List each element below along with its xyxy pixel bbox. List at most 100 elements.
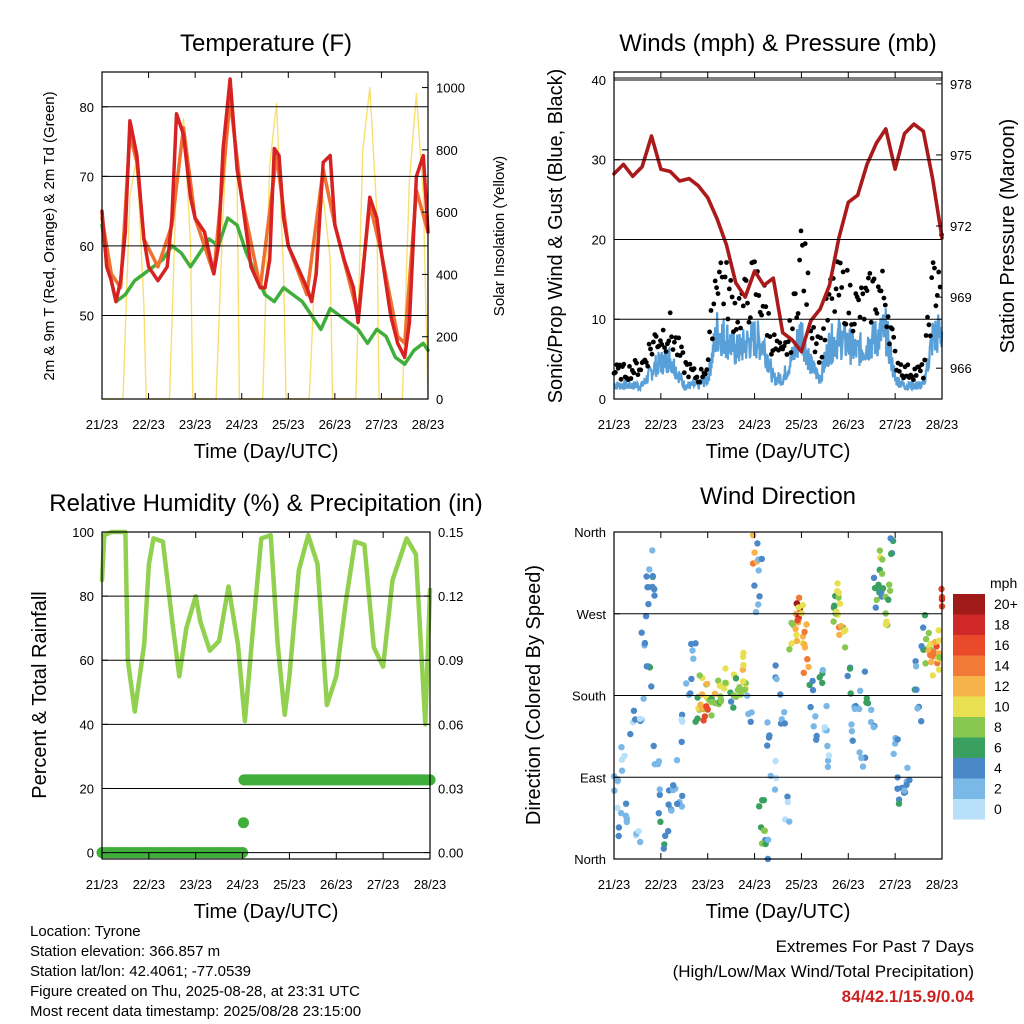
right-y-tick-label: 0	[436, 392, 443, 407]
right-y-tick-label: 978	[950, 77, 972, 92]
x-tick-label: 23/23	[179, 417, 212, 432]
gust-point	[833, 286, 839, 292]
temperature-plot-area	[100, 77, 430, 400]
gust-point	[697, 379, 703, 385]
x-tick-label: 28/23	[414, 877, 447, 892]
wind-direction-point	[935, 666, 943, 673]
wind-direction-point	[930, 649, 937, 656]
gust-point	[801, 288, 807, 294]
gust-point	[881, 295, 887, 301]
x-tick-label: 22/23	[132, 417, 165, 432]
gust-point	[850, 328, 856, 334]
gust-point	[878, 288, 884, 294]
x-tick-label: 24/23	[226, 877, 259, 892]
wind-direction-point	[751, 582, 758, 589]
right-y-tick-label: 0.03	[438, 781, 463, 796]
wind-direction-point	[643, 663, 650, 670]
wind-direction-point	[784, 798, 791, 806]
wind-direction-point	[788, 640, 795, 647]
gust-point	[704, 367, 710, 373]
wind-direction-point	[649, 572, 656, 580]
gust-point	[698, 366, 704, 372]
wind-direction-point	[885, 596, 892, 603]
extremes-values: 84/42.1/15.9/0.04	[841, 987, 974, 1006]
gust-point	[930, 260, 936, 266]
gust-point	[711, 301, 717, 307]
wind-direction-point	[935, 627, 942, 634]
gust-point	[653, 334, 659, 339]
legend-swatch	[953, 696, 985, 717]
right-y-tick-label: 969	[950, 290, 972, 305]
wind-direction-point	[689, 647, 696, 654]
wind-direction-point	[801, 641, 808, 648]
extremes-title: Extremes For Past 7 Days	[775, 937, 974, 956]
right-y-tick-label: 0.06	[438, 717, 463, 732]
pressure-line	[612, 122, 944, 354]
right-y-tick-label: 0.00	[438, 846, 463, 861]
wind-direction-point	[821, 724, 828, 731]
wind-direction-point	[771, 786, 779, 793]
wind-direction-point	[644, 584, 651, 591]
y-tick-label: 60	[80, 239, 94, 254]
wind-direction-point	[875, 581, 882, 588]
gust-point	[745, 300, 750, 306]
wind-direction-point	[920, 624, 927, 631]
gust-point	[735, 319, 741, 325]
wind-direction-point	[793, 631, 800, 639]
gust-point	[934, 293, 940, 298]
y-tick-label: East	[580, 770, 606, 785]
wind-direction-point	[740, 661, 747, 669]
wind-direction-point	[886, 581, 893, 588]
wind-direction-point	[836, 631, 843, 638]
wind-direction-point	[781, 709, 788, 716]
legend-label: 4	[994, 760, 1002, 776]
x-tick-label: 28/23	[412, 417, 445, 432]
wind-direction-point	[665, 827, 672, 835]
gust-point	[920, 375, 926, 381]
gust-point	[669, 334, 674, 340]
gust-point	[769, 351, 774, 357]
wind-direction-point	[688, 675, 695, 683]
created-text: Figure created on Thu, 2025-08-28, at 23…	[30, 983, 360, 1000]
wind-direction-point	[732, 675, 740, 682]
wind-direction-point	[781, 720, 788, 727]
wind-direction-point	[887, 550, 895, 558]
humidity-x-ticks: 21/23 22/23 23/23 24/23 25/23 26/23 27/23 28/23	[86, 532, 447, 892]
gust-point	[926, 322, 932, 328]
humidity-panel: Relative Humidity (%) & Precipitation (i…	[29, 490, 483, 923]
gust-point	[923, 333, 929, 338]
wind-direction-point	[872, 604, 879, 611]
wind-direction-point	[749, 532, 757, 539]
wind-direction-point	[755, 567, 762, 574]
gust-point	[627, 364, 632, 369]
wind-direction-point	[819, 666, 826, 674]
wind-direction-point	[849, 737, 856, 744]
x-tick-label: 22/23	[133, 877, 166, 892]
winds-y-label: Sonic/Prop Wind & Gust (Blue, Black)	[545, 69, 567, 404]
x-tick-label: 27/23	[879, 877, 912, 892]
wind-direction-point	[646, 566, 653, 573]
gust-point	[816, 360, 822, 365]
gust-point	[797, 257, 802, 263]
gust-point	[868, 319, 874, 325]
gust-point	[715, 291, 721, 296]
gust-point	[884, 324, 890, 330]
y-tick-label: North	[574, 525, 606, 540]
y-tick-label: 10	[592, 312, 606, 327]
gust-point	[911, 377, 916, 383]
x-tick-label: 25/23	[272, 417, 305, 432]
wind-direction-point	[683, 680, 690, 687]
gust-point	[804, 302, 809, 307]
gust-point	[814, 341, 819, 347]
gust-point	[707, 329, 712, 335]
gust-point	[873, 307, 878, 313]
wind-direction-point	[786, 646, 793, 653]
x-tick-label: 21/23	[86, 417, 119, 432]
y-tick-label: 100	[72, 525, 94, 540]
wind-direction-point	[670, 782, 677, 789]
wind-direction-point	[848, 728, 856, 735]
wind-direction-x-label: Time (Day/UTC)	[706, 901, 851, 923]
wind-direction-point	[844, 672, 851, 680]
gust-point	[714, 285, 719, 291]
gust-point	[705, 357, 711, 363]
